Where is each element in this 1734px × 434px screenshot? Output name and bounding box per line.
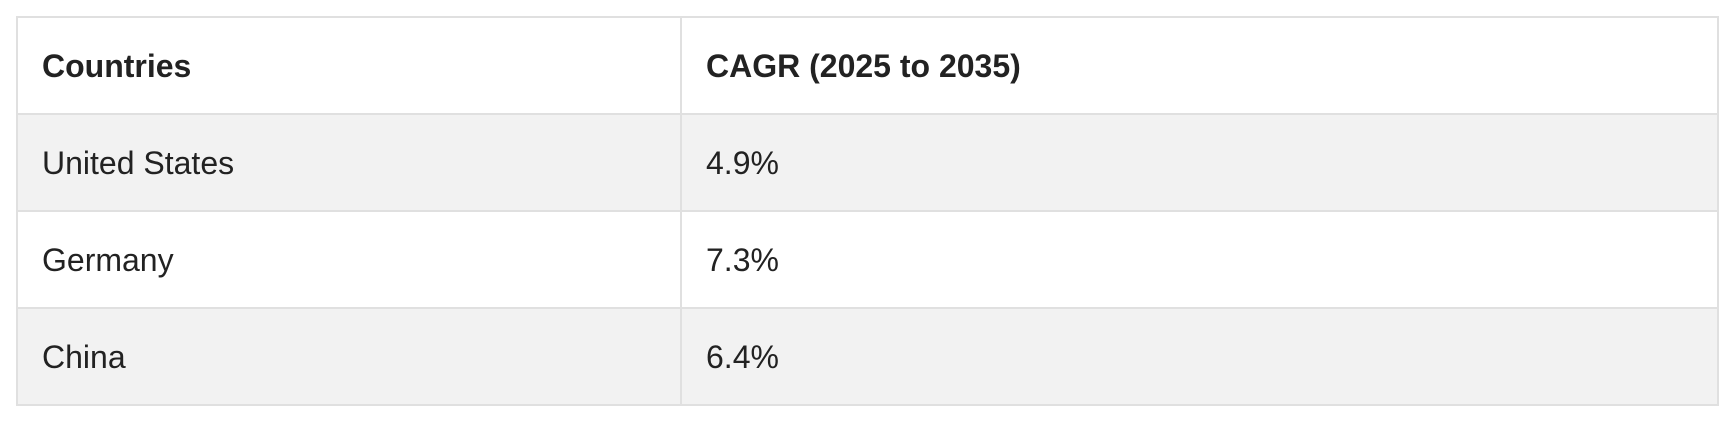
table-header: Countries CAGR (2025 to 2035): [16, 16, 1719, 115]
cell-cagr: 4.9%: [680, 113, 1719, 212]
cell-country: China: [16, 307, 682, 406]
table-row: China 6.4%: [16, 307, 1719, 406]
cell-cagr: 6.4%: [680, 307, 1719, 406]
table-row: United States 4.9%: [16, 113, 1719, 212]
table-row: Germany 7.3%: [16, 210, 1719, 309]
table-body: United States 4.9% Germany 7.3% China 6.…: [16, 113, 1719, 406]
header-cagr: CAGR (2025 to 2035): [680, 16, 1719, 115]
header-countries: Countries: [16, 16, 682, 115]
cagr-table-container: Countries CAGR (2025 to 2035) United Sta…: [16, 16, 1719, 406]
cell-cagr: 7.3%: [680, 210, 1719, 309]
cagr-table: Countries CAGR (2025 to 2035) United Sta…: [16, 16, 1719, 406]
cell-country: Germany: [16, 210, 682, 309]
header-row: Countries CAGR (2025 to 2035): [16, 16, 1719, 115]
cell-country: United States: [16, 113, 682, 212]
